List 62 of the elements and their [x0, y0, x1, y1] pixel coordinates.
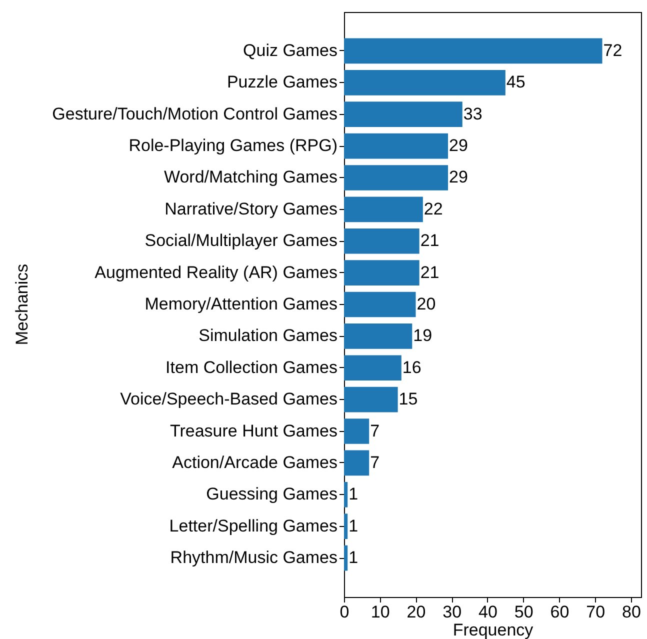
y-tick-label: Memory/Attention Games: [144, 294, 338, 314]
bar: [344, 228, 420, 254]
bar: [344, 482, 348, 508]
y-tick-label: Gesture/Touch/Motion Control Games: [52, 104, 338, 124]
bar: [344, 355, 402, 381]
y-tick-label: Augmented Reality (AR) Games: [94, 262, 338, 282]
data-label: 19: [413, 326, 432, 346]
data-label: 7: [370, 452, 380, 472]
bar: [344, 38, 602, 64]
y-axis-title: Mechanics: [12, 264, 32, 346]
bar: [344, 514, 348, 540]
y-tick-label: Simulation Games: [198, 326, 338, 346]
bar: [344, 386, 398, 412]
bar: [344, 450, 370, 476]
y-tick-label: Role-Playing Games (RPG): [128, 136, 338, 156]
x-tick-label: 10: [370, 602, 390, 622]
x-tick-label: 80: [622, 602, 641, 622]
data-label: 16: [402, 358, 422, 377]
x-axis-title: Frequency: [452, 620, 534, 639]
data-label: 29: [449, 168, 468, 187]
x-tick-label: 40: [478, 602, 498, 622]
data-label: 29: [449, 136, 468, 156]
bar: [344, 133, 448, 159]
bar: [344, 260, 420, 286]
data-label: 7: [370, 421, 380, 440]
bar: [344, 102, 462, 128]
x-tick-label: 70: [586, 602, 606, 622]
bar: [344, 545, 348, 571]
data-label: 20: [416, 294, 436, 314]
y-tick-label: Narrative/Story Games: [164, 199, 338, 218]
data-label: 72: [603, 40, 622, 60]
y-tick-label: Item Collection Games: [166, 358, 338, 377]
y-tick-label: Letter/Spelling Games: [169, 516, 338, 536]
data-label: 45: [506, 72, 526, 92]
bar: [344, 70, 506, 96]
bar: [344, 292, 416, 318]
data-label: 21: [420, 262, 440, 282]
x-tick-label: 30: [442, 602, 462, 622]
x-tick-label: 60: [550, 602, 570, 622]
data-label: 22: [424, 199, 443, 218]
y-tick-label: Voice/Speech-Based Games: [120, 390, 338, 409]
y-tick-label: Quiz Games: [243, 40, 338, 60]
data-label: 15: [398, 390, 418, 409]
y-tick-label: Word/Matching Games: [164, 168, 338, 187]
y-tick-label: Rhythm/Music Games: [170, 548, 338, 568]
data-label: 1: [348, 516, 358, 536]
bar: [344, 165, 448, 190]
data-label: 21: [420, 231, 440, 250]
data-label: 33: [463, 104, 482, 124]
y-tick-label: Puzzle Games: [226, 72, 338, 92]
x-tick-label: 20: [406, 602, 426, 622]
bar: [344, 196, 423, 222]
y-tick-label: Social/Multiplayer Games: [144, 231, 338, 250]
y-tick-label: Guessing Games: [206, 484, 338, 504]
x-tick-label: 50: [514, 602, 534, 622]
bar: [344, 324, 412, 349]
x-tick-label: 0: [340, 602, 350, 622]
bar: [344, 418, 370, 444]
y-tick-label: Action/Arcade Games: [172, 452, 338, 472]
data-label: 1: [348, 548, 358, 568]
data-label: 1: [348, 484, 358, 504]
y-tick-label: Treasure Hunt Games: [170, 421, 338, 440]
